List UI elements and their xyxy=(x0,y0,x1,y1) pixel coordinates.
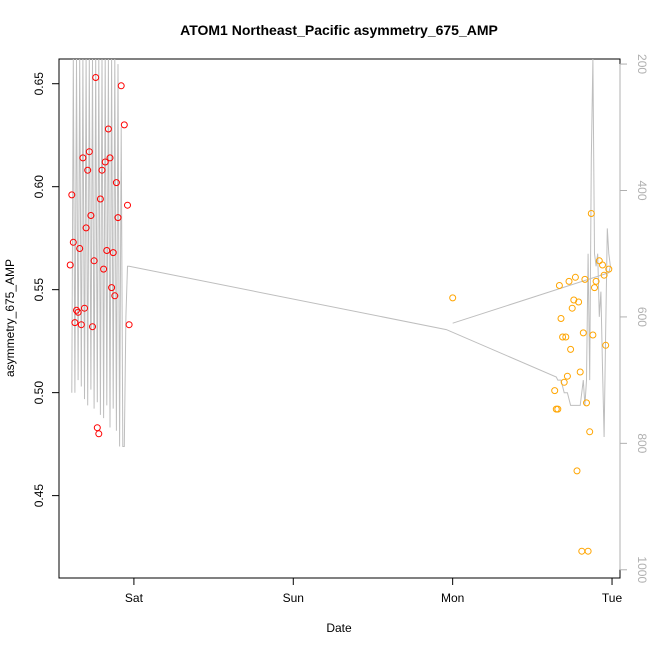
y-tick-label: 0.55 xyxy=(32,278,46,302)
data-point xyxy=(92,74,100,81)
data-point xyxy=(554,405,562,413)
x-tick-label: Mon xyxy=(441,591,464,605)
data-point xyxy=(563,372,571,380)
data-point xyxy=(109,249,117,257)
data-point xyxy=(103,247,111,254)
y-tick-label: 0.50 xyxy=(32,381,46,405)
data-point xyxy=(76,245,84,252)
right-y-tick-label: 1000 xyxy=(635,556,649,583)
data-point xyxy=(579,329,587,337)
data-point xyxy=(114,214,122,222)
data-point xyxy=(565,277,573,285)
data-point xyxy=(551,387,559,395)
data-point xyxy=(581,275,589,283)
x-axis: Sat Sun Mon Tue xyxy=(125,578,623,605)
right-y-tick-label: 400 xyxy=(635,180,649,200)
data-point xyxy=(555,282,563,289)
data-point xyxy=(576,368,584,376)
data-point xyxy=(602,341,610,349)
right-y-tick-label: 600 xyxy=(635,307,649,327)
data-point xyxy=(120,121,128,129)
data-point xyxy=(93,424,101,432)
data-point xyxy=(77,321,85,329)
data-point xyxy=(79,154,87,162)
data-point xyxy=(600,271,608,279)
x-tick-label: Sat xyxy=(125,591,144,605)
y-axis-right: 200 400 600 800 1000 xyxy=(619,54,649,583)
data-point xyxy=(73,306,80,314)
data-point xyxy=(101,158,109,166)
right-y-tick-label: 200 xyxy=(635,54,649,74)
data-point xyxy=(81,304,88,312)
data-point xyxy=(74,308,82,316)
plot-frame xyxy=(58,58,621,579)
data-point xyxy=(605,265,613,273)
data-point xyxy=(125,321,133,329)
data-point xyxy=(98,166,106,174)
data-point xyxy=(568,304,576,312)
data-point xyxy=(89,323,96,331)
data-point xyxy=(599,261,606,269)
data-point xyxy=(111,292,119,300)
data-point xyxy=(578,547,586,555)
data-point xyxy=(583,399,590,407)
data-point xyxy=(449,294,457,302)
data-point xyxy=(591,284,598,292)
data-point xyxy=(584,547,592,555)
data-point xyxy=(68,191,76,199)
data-point xyxy=(106,154,114,162)
data-point xyxy=(573,467,581,475)
data-point xyxy=(85,148,93,156)
data-point xyxy=(117,82,125,90)
data-point xyxy=(589,331,597,339)
y-tick-label: 0.60 xyxy=(32,175,46,199)
data-point xyxy=(100,265,108,273)
y-tick-label: 0.45 xyxy=(32,484,46,508)
data-point xyxy=(66,261,74,269)
data-point xyxy=(124,201,131,209)
right-y-tick-label: 800 xyxy=(635,433,649,453)
series-2 xyxy=(449,210,613,555)
data-point xyxy=(87,212,95,219)
data-point xyxy=(82,224,90,232)
data-point xyxy=(112,179,120,187)
depth-line xyxy=(71,58,611,447)
data-point xyxy=(567,345,575,353)
x-axis-label: Date xyxy=(326,621,352,635)
data-point xyxy=(559,333,567,341)
data-point xyxy=(90,257,98,265)
data-point xyxy=(71,319,79,327)
series-1 xyxy=(66,74,133,438)
x-tick-label: Tue xyxy=(602,591,623,605)
depth-line-layer xyxy=(71,58,611,447)
data-point xyxy=(95,430,103,438)
y-axis-label: asymmetry_675_AMP xyxy=(3,259,17,377)
y-tick-label: 0.65 xyxy=(32,72,46,96)
data-point xyxy=(560,378,568,386)
data-point xyxy=(557,315,565,322)
data-point xyxy=(571,273,579,281)
data-point xyxy=(562,333,570,341)
data-point xyxy=(575,298,583,306)
data-point xyxy=(586,428,594,436)
x-tick-label: Sun xyxy=(283,591,304,605)
data-point xyxy=(69,238,77,246)
data-point xyxy=(84,166,92,174)
chart-title: ATOM1 Northeast_Pacific asymmetry_675_AM… xyxy=(180,22,498,38)
data-point xyxy=(104,125,112,133)
points-layer xyxy=(66,74,613,555)
data-point xyxy=(592,277,600,285)
data-point xyxy=(587,210,595,217)
data-point xyxy=(96,195,104,203)
data-point xyxy=(108,284,116,292)
y-axis: 0.45 0.50 0.55 0.60 0.65 xyxy=(32,72,59,508)
